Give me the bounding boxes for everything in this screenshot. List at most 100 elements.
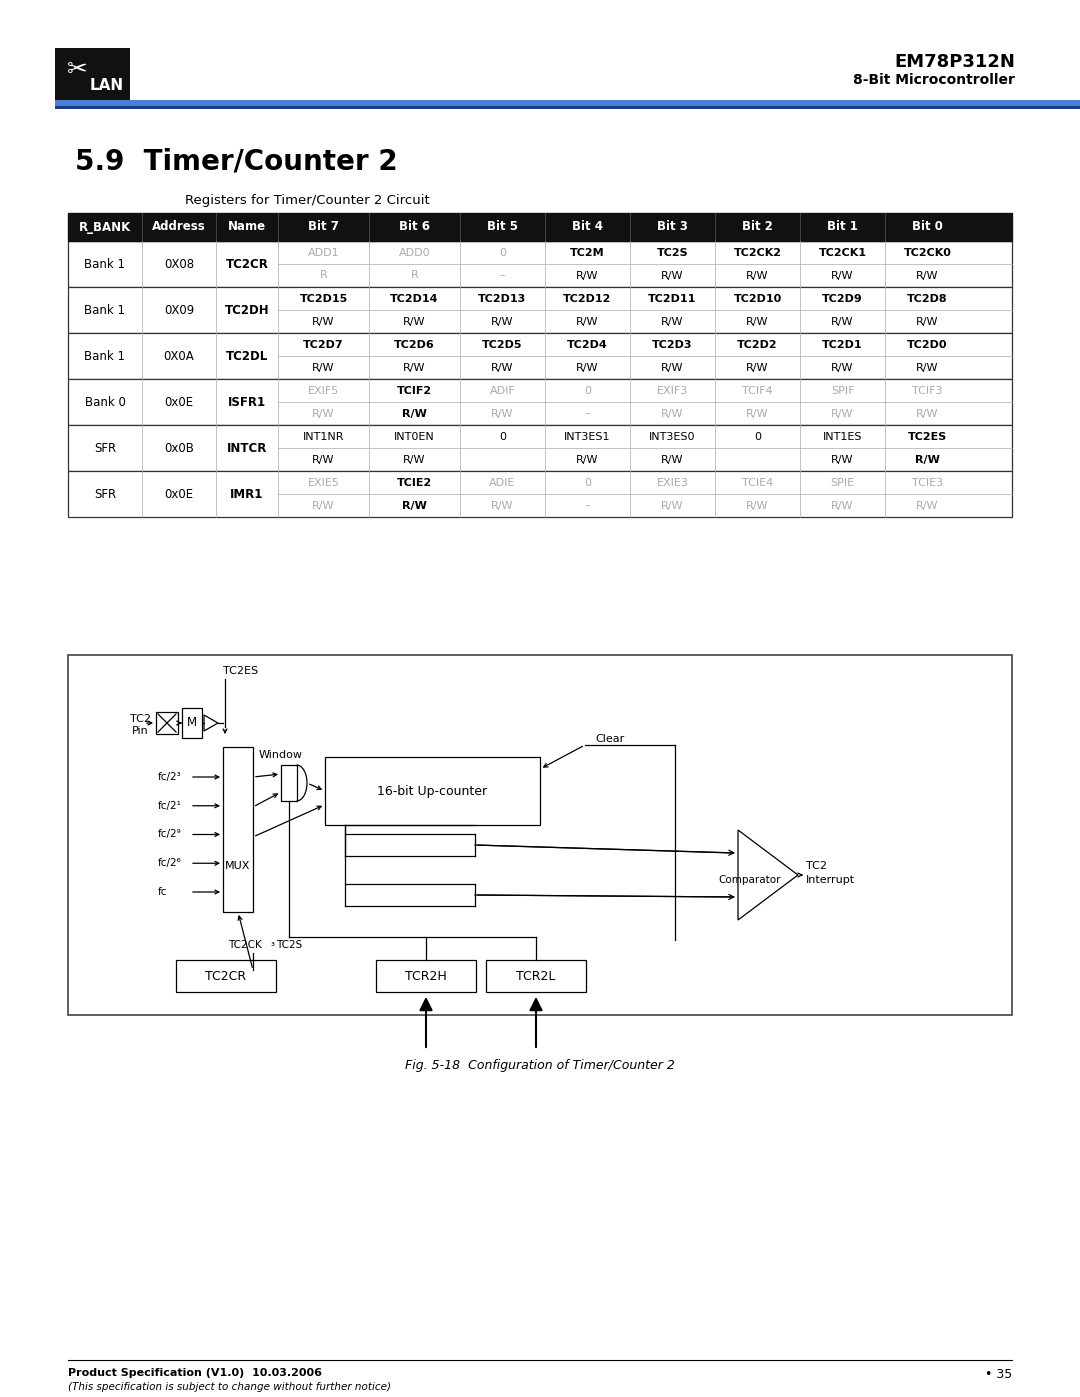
Bar [376, 960, 476, 992]
Text: –: – [584, 408, 591, 419]
Text: R/W: R/W [746, 362, 769, 373]
Text: R/W: R/W [661, 317, 684, 327]
Text: R/W: R/W [661, 362, 684, 373]
Text: 16-bit Up-counter: 16-bit Up-counter [377, 785, 487, 798]
Text: fc: fc [158, 887, 167, 897]
Bar [176, 960, 276, 992]
Text: TC2D9: TC2D9 [822, 293, 863, 303]
Text: LAN: LAN [90, 78, 124, 94]
Text: TC2CK1: TC2CK1 [819, 247, 866, 257]
Text: R/W: R/W [312, 408, 335, 419]
Text: TC2D15: TC2D15 [299, 293, 348, 303]
Text: R/W: R/W [491, 362, 514, 373]
Text: TCR2H: TCR2H [405, 970, 447, 982]
Text: TC2ES: TC2ES [222, 666, 258, 676]
Bar [183, 708, 202, 738]
Text: TC2D1: TC2D1 [822, 339, 863, 349]
Text: 5.9  Timer/Counter 2: 5.9 Timer/Counter 2 [75, 148, 397, 176]
Text: TC2CR: TC2CR [205, 970, 246, 982]
Text: EXIF5: EXIF5 [308, 386, 339, 395]
Bar [222, 747, 253, 912]
Text: R/W: R/W [832, 454, 854, 464]
Text: TC2ES: TC2ES [908, 432, 947, 441]
Text: INT1NR: INT1NR [302, 432, 345, 441]
Text: Bank 1: Bank 1 [84, 303, 125, 317]
Text: Registers for Timer/Counter 2 Circuit: Registers for Timer/Counter 2 Circuit [185, 194, 430, 207]
Bar [486, 960, 586, 992]
Text: TC2CR: TC2CR [226, 257, 269, 271]
Text: R_BANK: R_BANK [79, 221, 131, 233]
Text: Bit 5: Bit 5 [487, 221, 518, 233]
Text: TC2M: TC2M [570, 247, 605, 257]
Text: TCIF3: TCIF3 [913, 386, 943, 395]
Text: Bit 0: Bit 0 [913, 221, 943, 233]
Text: ³: ³ [270, 942, 274, 951]
Text: TCIE4: TCIE4 [742, 478, 773, 488]
Bar [156, 712, 178, 733]
Text: TCIE2: TCIE2 [396, 478, 432, 488]
Text: TC2: TC2 [806, 861, 827, 870]
Text: SPIF: SPIF [831, 386, 854, 395]
Text: TC2D3: TC2D3 [652, 339, 692, 349]
Text: TC2D6: TC2D6 [394, 339, 435, 349]
Text: INTCR: INTCR [227, 441, 267, 454]
Text: Bit 3: Bit 3 [657, 221, 688, 233]
Bar [68, 379, 1012, 425]
Text: TC2D12: TC2D12 [564, 293, 611, 303]
Bar [68, 425, 1012, 471]
Text: Clear: Clear [595, 733, 624, 745]
Text: R/W: R/W [661, 408, 684, 419]
Text: ISFR1: ISFR1 [228, 395, 266, 408]
Text: TC2CK: TC2CK [228, 940, 261, 950]
Text: TC2CK0: TC2CK0 [904, 247, 951, 257]
Bar [68, 332, 1012, 379]
Text: R/W: R/W [403, 317, 426, 327]
Text: R/W: R/W [746, 500, 769, 510]
Text: R/W: R/W [577, 362, 598, 373]
Text: Bit 4: Bit 4 [572, 221, 603, 233]
Text: R/W: R/W [832, 317, 854, 327]
Text: SPIE: SPIE [831, 478, 854, 488]
Text: TC2D14: TC2D14 [390, 293, 438, 303]
Text: R/W: R/W [577, 317, 598, 327]
Text: R/W: R/W [832, 271, 854, 281]
Text: TC2CK2: TC2CK2 [733, 247, 782, 257]
Text: Product Specification (V1.0)  10.03.2006: Product Specification (V1.0) 10.03.2006 [68, 1368, 322, 1377]
Text: 0X08: 0X08 [164, 257, 194, 271]
Text: R/W: R/W [661, 271, 684, 281]
Bar [68, 286, 1012, 332]
Text: TC2D4: TC2D4 [567, 339, 608, 349]
Text: INT3ES0: INT3ES0 [649, 432, 696, 441]
Bar [68, 242, 1012, 286]
Text: R/W: R/W [832, 408, 854, 419]
Text: fc/2⁶: fc/2⁶ [158, 858, 181, 869]
Text: TC2DL: TC2DL [226, 349, 268, 362]
Text: R/W: R/W [915, 454, 940, 464]
Text: ADIF: ADIF [489, 386, 515, 395]
Text: SFR: SFR [94, 488, 116, 500]
Text: TC2D2: TC2D2 [738, 339, 778, 349]
Text: fc/2³: fc/2³ [158, 773, 181, 782]
Text: R/W: R/W [402, 500, 427, 510]
Text: IMR1: IMR1 [230, 488, 264, 500]
Text: TC2D10: TC2D10 [733, 293, 782, 303]
Text: 0: 0 [499, 247, 507, 257]
Text: R/W: R/W [491, 317, 514, 327]
Bar [68, 655, 1012, 1016]
Text: TC2D5: TC2D5 [483, 339, 523, 349]
Text: SFR: SFR [94, 441, 116, 454]
Text: R/W: R/W [661, 454, 684, 464]
Text: R/W: R/W [577, 271, 598, 281]
Text: INT3ES1: INT3ES1 [564, 432, 611, 441]
Text: 0: 0 [584, 478, 591, 488]
Text: TC2D7: TC2D7 [303, 339, 343, 349]
Text: Pin: Pin [132, 726, 148, 736]
Text: R/W: R/W [312, 317, 335, 327]
Text: MUX: MUX [226, 861, 251, 870]
Text: TC2S: TC2S [657, 247, 688, 257]
Text: TC2D13: TC2D13 [478, 293, 527, 303]
Bar [55, 101, 1080, 106]
Text: EXIE5: EXIE5 [308, 478, 339, 488]
Text: R/W: R/W [661, 500, 684, 510]
Text: 0: 0 [499, 432, 507, 441]
